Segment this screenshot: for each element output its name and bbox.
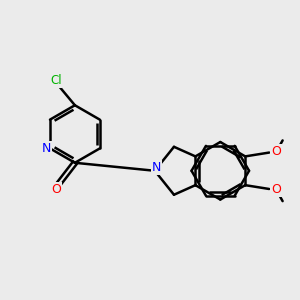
Text: N: N	[42, 142, 52, 155]
Text: Cl: Cl	[50, 74, 62, 87]
Text: O: O	[271, 146, 281, 158]
Text: O: O	[51, 183, 61, 196]
Text: N: N	[152, 161, 161, 174]
Text: O: O	[271, 183, 281, 196]
